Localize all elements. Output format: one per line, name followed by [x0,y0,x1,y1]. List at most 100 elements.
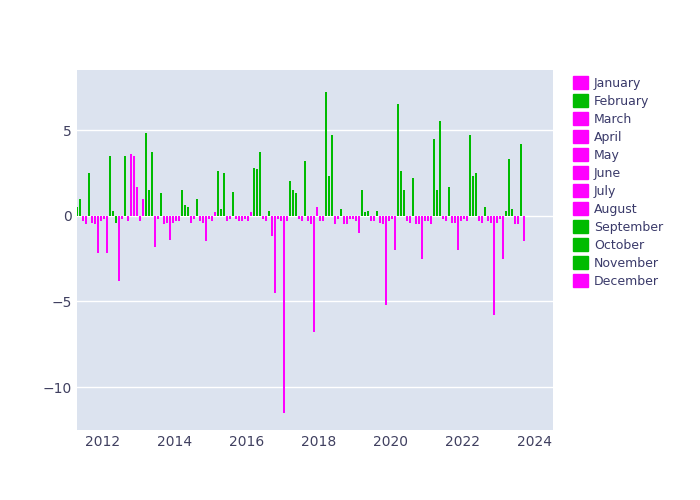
Bar [103,216,105,219]
Bar [340,209,342,216]
Bar [187,207,189,216]
Bar [112,210,114,216]
Bar [172,216,174,222]
Bar [127,216,129,221]
Bar [307,216,309,221]
Bar [259,152,261,216]
Bar [253,168,255,216]
Bar [343,216,345,224]
Bar [400,171,402,216]
Bar [271,216,273,236]
Bar [133,156,135,216]
Bar [397,104,399,216]
Bar [352,216,354,219]
Bar [163,216,164,224]
Bar [256,170,258,216]
Bar [292,190,294,216]
Bar [142,198,144,216]
Bar [424,216,426,221]
Bar [430,216,433,224]
Bar [389,216,390,221]
Bar [130,154,132,216]
Bar [199,216,201,221]
Bar [427,216,429,221]
Bar [410,216,412,222]
Bar [280,216,282,221]
Bar [76,207,78,216]
Bar [310,216,312,224]
Bar [499,216,501,219]
Bar [440,122,441,216]
Bar [157,216,159,219]
Bar [382,216,384,224]
Bar [436,190,438,216]
Bar [229,216,231,219]
Bar [241,216,243,221]
Bar [97,216,99,254]
Bar [262,216,264,219]
Bar [124,156,126,216]
Bar [115,216,117,222]
Bar [94,216,96,224]
Bar [470,135,471,216]
Bar [220,209,222,216]
Bar [466,216,468,221]
Bar [524,216,526,242]
Bar [223,173,225,216]
Bar [331,135,333,216]
Bar [337,216,339,219]
Bar [304,161,306,216]
Bar [514,216,517,224]
Bar [193,216,195,219]
Bar [145,134,147,216]
Bar [421,216,424,258]
Bar [118,216,120,281]
Bar [475,173,477,216]
Bar [403,190,405,216]
Bar [85,216,87,224]
Bar [463,216,466,219]
Bar [274,216,276,293]
Bar [184,206,186,216]
Bar [484,207,486,216]
Bar [508,159,510,216]
Bar [99,216,102,221]
Bar [368,210,369,216]
Bar [139,216,141,221]
Bar [208,216,210,219]
Bar [301,216,303,221]
Bar [175,216,177,221]
Bar [349,216,351,219]
Bar [433,138,435,216]
Bar [454,216,456,222]
Bar [106,216,108,254]
Bar [491,216,492,222]
Bar [452,216,454,222]
Bar [268,210,270,216]
Bar [91,216,92,222]
Bar [235,216,237,219]
Bar [150,152,153,216]
Bar [226,216,228,221]
Bar [160,194,162,216]
Bar [478,216,480,221]
Bar [503,216,505,258]
Bar [319,216,321,221]
Bar [283,216,285,413]
Bar [391,216,393,219]
Bar [205,216,207,242]
Bar [121,216,122,219]
Bar [238,216,240,221]
Bar [517,216,519,224]
Bar [376,210,378,216]
Bar [190,216,192,222]
Bar [295,194,297,216]
Bar [202,216,204,222]
Bar [108,156,111,216]
Bar [214,212,216,216]
Bar [196,198,198,216]
Bar [265,216,267,221]
Bar [78,198,81,216]
Bar [328,176,330,216]
Bar [232,192,234,216]
